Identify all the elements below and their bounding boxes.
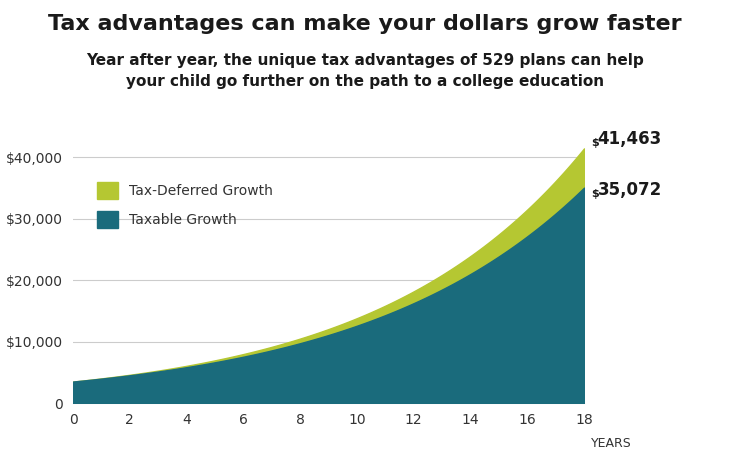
Text: 35,072: 35,072 <box>598 181 662 199</box>
Text: 41,463: 41,463 <box>598 130 662 148</box>
Legend: Tax-Deferred Growth, Taxable Growth: Tax-Deferred Growth, Taxable Growth <box>91 175 280 235</box>
Text: Tax advantages can make your dollars grow faster: Tax advantages can make your dollars gro… <box>48 14 682 34</box>
Text: Year after year, the unique tax advantages of 529 plans can help
your child go f: Year after year, the unique tax advantag… <box>86 53 644 89</box>
Text: $: $ <box>591 138 599 148</box>
Text: $: $ <box>591 189 599 199</box>
Text: YEARS: YEARS <box>591 437 632 450</box>
